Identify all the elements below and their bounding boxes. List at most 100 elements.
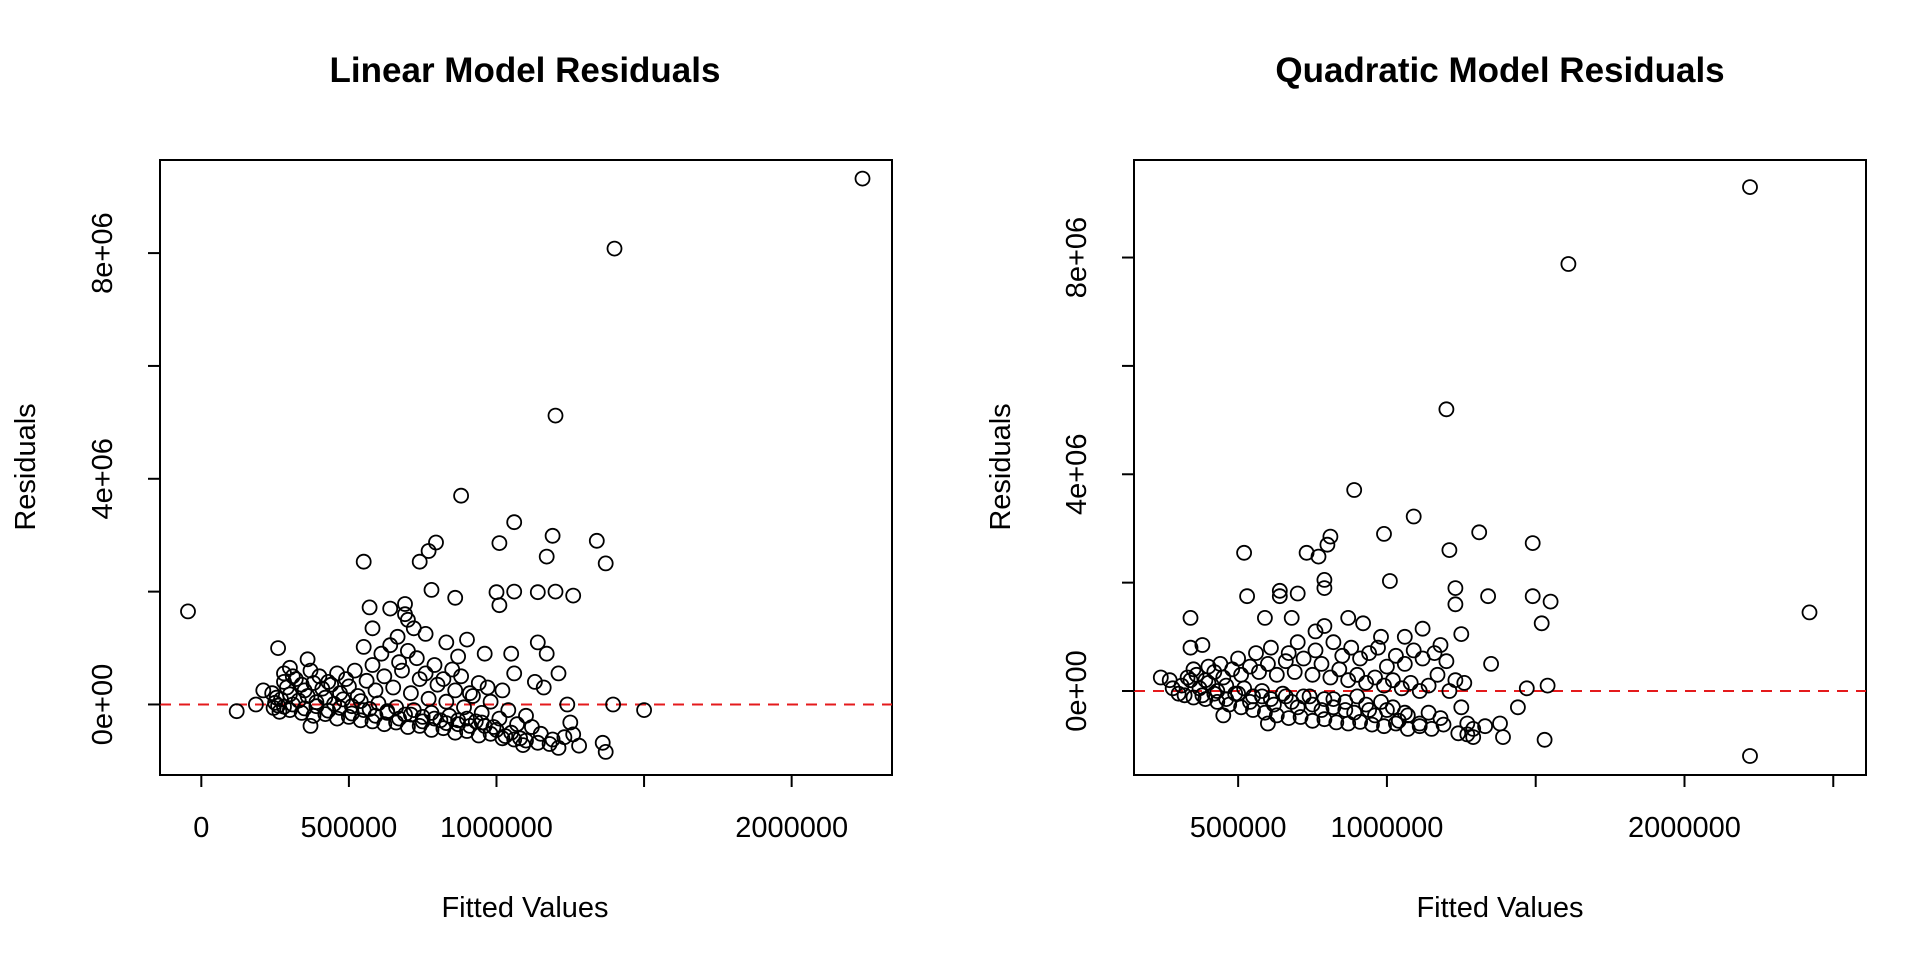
data-point bbox=[1435, 716, 1452, 733]
data-point bbox=[1316, 711, 1333, 728]
data-point bbox=[1396, 628, 1413, 645]
data-point bbox=[459, 710, 475, 727]
data-point bbox=[391, 654, 408, 671]
data-point bbox=[1248, 645, 1264, 661]
data-point bbox=[500, 702, 517, 718]
data-point bbox=[397, 596, 413, 612]
data-point bbox=[1280, 645, 1297, 661]
data-point bbox=[1325, 699, 1342, 716]
data-point bbox=[1524, 535, 1541, 551]
data-point bbox=[1316, 580, 1333, 596]
data-point bbox=[473, 714, 490, 731]
data-point bbox=[1438, 653, 1455, 670]
data-point bbox=[1194, 687, 1211, 704]
data-point bbox=[1376, 677, 1392, 694]
data-point bbox=[329, 665, 346, 682]
data-point bbox=[394, 662, 410, 679]
data-point bbox=[1260, 715, 1276, 732]
data-point bbox=[506, 665, 523, 682]
data-point bbox=[1385, 672, 1401, 689]
data-point bbox=[311, 668, 328, 685]
data-point bbox=[1742, 179, 1758, 196]
data-point bbox=[397, 606, 413, 623]
data-point bbox=[346, 662, 363, 679]
data-point bbox=[1289, 585, 1306, 602]
data-point bbox=[1343, 639, 1360, 656]
data-point bbox=[1492, 715, 1508, 732]
data-point bbox=[1295, 650, 1312, 667]
y-tick-label: 8e+06 bbox=[1061, 217, 1093, 298]
data-point bbox=[1212, 656, 1229, 672]
data-point bbox=[1361, 645, 1377, 661]
data-point bbox=[1277, 688, 1294, 705]
data-point bbox=[1483, 656, 1499, 672]
data-point bbox=[1340, 610, 1357, 626]
data-point bbox=[1239, 588, 1255, 605]
data-point bbox=[1263, 639, 1279, 656]
data-point bbox=[1164, 680, 1181, 697]
data-point bbox=[518, 707, 534, 724]
data-point bbox=[373, 645, 390, 662]
data-point bbox=[453, 487, 470, 504]
data-point bbox=[854, 170, 871, 187]
data-point bbox=[355, 639, 372, 655]
data-point bbox=[503, 645, 520, 662]
data-point bbox=[535, 679, 552, 696]
data-point bbox=[1376, 526, 1392, 542]
data-point bbox=[1307, 623, 1324, 640]
data-point bbox=[382, 600, 399, 617]
data-point bbox=[408, 650, 425, 667]
data-point bbox=[1447, 580, 1464, 596]
data-point bbox=[1251, 664, 1267, 680]
data-point bbox=[1322, 528, 1339, 545]
data-point bbox=[1453, 626, 1470, 642]
y-axis-label: Residuals bbox=[10, 403, 42, 530]
data-point bbox=[1215, 707, 1232, 724]
chart-title: Linear Model Residuals bbox=[330, 51, 721, 90]
data-point bbox=[588, 532, 605, 549]
data-point bbox=[1388, 647, 1404, 664]
data-point bbox=[597, 555, 614, 572]
plot-frame bbox=[1133, 159, 1867, 776]
data-point bbox=[284, 696, 301, 713]
data-point bbox=[382, 637, 399, 654]
data-point bbox=[515, 737, 531, 753]
data-point bbox=[180, 603, 196, 620]
y-axis: 0e+00 4e+06 8e+06 bbox=[1061, 217, 1135, 732]
data-point bbox=[358, 672, 375, 689]
data-point bbox=[1438, 401, 1455, 418]
data-point bbox=[550, 740, 567, 756]
data-point bbox=[1242, 658, 1258, 675]
data-point bbox=[565, 726, 582, 743]
data-point bbox=[447, 589, 464, 606]
data-point bbox=[376, 668, 393, 685]
data-point bbox=[302, 718, 319, 734]
data-point bbox=[428, 534, 444, 551]
data-point bbox=[1304, 712, 1321, 729]
data-point bbox=[1271, 588, 1288, 605]
data-point bbox=[276, 698, 292, 715]
data-point bbox=[565, 587, 582, 604]
data-point bbox=[1396, 656, 1413, 672]
data-point bbox=[340, 709, 357, 725]
data-point bbox=[1402, 675, 1419, 691]
data-point bbox=[423, 582, 440, 598]
data-point bbox=[1206, 664, 1223, 680]
data-point bbox=[1170, 685, 1187, 702]
x-axis: 500000 1000000 2000000 bbox=[1190, 774, 1835, 844]
data-point bbox=[1289, 634, 1306, 651]
points-layer bbox=[180, 170, 871, 760]
data-point bbox=[1405, 642, 1422, 659]
data-point bbox=[1340, 672, 1357, 689]
x-tick-label: 2000000 bbox=[1628, 812, 1741, 844]
data-point bbox=[1742, 748, 1758, 764]
data-point bbox=[1185, 661, 1202, 678]
data-point bbox=[1268, 707, 1285, 724]
y-tick-label: 4e+06 bbox=[1061, 434, 1093, 515]
data-point bbox=[636, 702, 652, 718]
data-point bbox=[1453, 699, 1470, 716]
data-point bbox=[491, 535, 508, 551]
data-point bbox=[1370, 639, 1386, 656]
data-point bbox=[1322, 669, 1339, 686]
data-point bbox=[509, 716, 525, 733]
